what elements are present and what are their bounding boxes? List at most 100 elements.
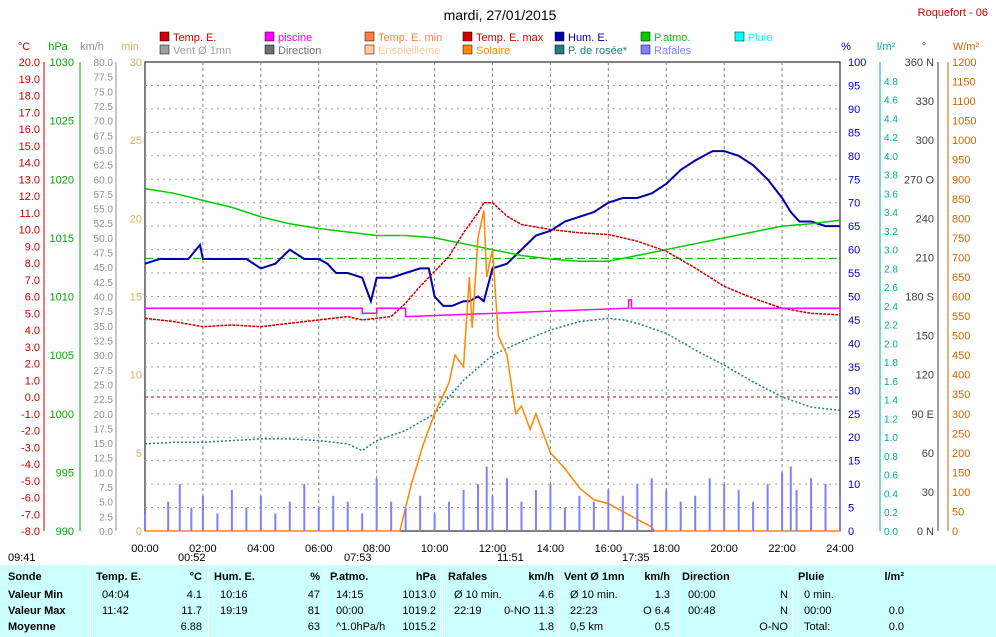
axis-tick-rain: 0.2 (884, 508, 898, 519)
column-head: Pluie (798, 571, 825, 583)
axis-tick-dir: 0 N (917, 526, 934, 538)
table-column: Vent Ø 1mn km/h Ø 10 min. 1.3 22:23 O 6.4 0,5 … (560, 565, 676, 637)
axis-tick-solar: 850 (952, 194, 970, 206)
sunset-label: 17:35 (622, 552, 650, 564)
axis-tick-dir: 90 E (911, 409, 934, 421)
axis-tick-solar: 500 (952, 331, 970, 343)
axis-tick-dir: 360 N (905, 57, 934, 69)
axis-tick-rain: 0.8 (884, 452, 898, 463)
axis-tick-temp: 0.0 (25, 392, 40, 404)
legend-label: Ensoleilleme (378, 45, 440, 57)
max-time: 00:00 (336, 605, 364, 617)
axis-tick-rain: 1.0 (884, 433, 898, 444)
axis-tick-wind: 60.0 (94, 175, 114, 186)
x-tick-label: 08:00 (363, 543, 391, 555)
x-tick-label: 16:00 (595, 543, 623, 555)
axis-tick-hum: 30 (848, 385, 860, 397)
axis-tick-pressure: 1030 (50, 57, 74, 69)
axis-tick-solar: 1000 (952, 135, 976, 147)
min-value: N (780, 589, 788, 601)
min-value: 47 (307, 589, 320, 601)
x-tick-label: 22:00 (768, 543, 796, 555)
axis-tick-wind: 32.5 (94, 336, 114, 347)
legend-label: Vent Ø 1mn (173, 45, 231, 57)
axis-tick-solar: 300 (952, 409, 970, 421)
axis-unit-dir: ° (922, 41, 926, 53)
max-value: O 6.4 (643, 605, 670, 617)
axis-tick-wind: 10.0 (94, 468, 114, 479)
axis-tick-rain: 4.2 (884, 133, 898, 144)
axis-unit-solar: W/m² (953, 41, 980, 53)
axis-tick-rain: 3.6 (884, 189, 898, 200)
axis-tick-solar: 150 (952, 467, 970, 479)
axis-tick-solar: 200 (952, 448, 970, 460)
axis-tick-pressure: 1000 (50, 409, 74, 421)
axis-tick-dir: 120 (916, 370, 934, 382)
axis-tick-wind: 55.0 (94, 205, 114, 216)
table-column: P.atmo. hPa 14:15 1013.0 00:00 1019.2 ^1.0hPa/… (326, 565, 442, 637)
station-name: Roquefort - 06 (918, 7, 988, 19)
min-value: 4.1 (186, 589, 202, 601)
axis-tick-wind: 72.5 (94, 102, 114, 113)
axis-unit-temp: °C (18, 41, 30, 53)
avg-value: 6.88 (180, 621, 202, 633)
avg-value: 1015.2 (402, 621, 436, 633)
column-separator (558, 565, 559, 637)
axis-tick-wind: 67.5 (94, 131, 114, 142)
axis-tick-hum: 15 (848, 456, 860, 468)
axis-tick-rain: 2.6 (884, 283, 898, 294)
axis-tick-temp: -1.0 (21, 409, 40, 421)
x-tick-label: 20:00 (710, 543, 738, 555)
axis-tick-wind: 45.0 (94, 263, 114, 274)
column-head: Hum. E. (214, 571, 255, 583)
axis-tick-hum: 90 (848, 104, 860, 116)
axis-tick-hum: 65 (848, 221, 860, 233)
axis-tick-pressure: 1025 (50, 116, 74, 128)
axis-tick-solar: 950 (952, 155, 970, 167)
legend-label: Hum. E. (568, 32, 608, 44)
axis-tick-temp: 16.0 (19, 124, 40, 136)
sunrise-label: 07:53 (344, 552, 372, 564)
axis-tick-wind: 0.0 (99, 527, 113, 538)
x-tick-label: 14:00 (537, 543, 565, 555)
axis-tick-dir: 30 (922, 487, 934, 499)
chart-title: mardi, 27/01/2015 (444, 7, 557, 23)
axis-tick-wind: 15.0 (94, 439, 114, 450)
axis-tick-wind: 62.5 (94, 161, 114, 172)
axis-tick-rain: 1.4 (884, 396, 898, 407)
column-unit: hPa (415, 571, 436, 583)
axis-tick-temp: 2.0 (25, 359, 40, 371)
axis-tick-solar: 550 (952, 311, 970, 323)
axis-tick-hum: 55 (848, 268, 860, 280)
axis-tick-solar: 250 (952, 428, 970, 440)
axis-tick-temp: 6.0 (25, 292, 40, 304)
max-value: 81 (307, 605, 320, 617)
legend-label: Pluie (748, 32, 772, 44)
axis-tick-rain: 2.4 (884, 302, 898, 313)
column-head: P.atmo. (330, 571, 369, 583)
axis-tick-wind: 50.0 (94, 234, 114, 245)
axis-tick-rain: 0.4 (884, 489, 898, 500)
column-head: Temp. E. (96, 571, 142, 583)
axis-tick-temp: 15.0 (19, 141, 40, 153)
axis-tick-hum: 40 (848, 338, 860, 350)
legend-swatch (640, 44, 651, 55)
sun-events: 09:41 00:52 07:53 11:51 17:35 (8, 552, 650, 564)
axis-unit-hum: % (841, 41, 851, 53)
axis-tick-hum: 50 (848, 292, 860, 304)
max-value: 1019.2 (402, 605, 436, 617)
series-solaire (145, 210, 840, 532)
avg-value: O-NO (759, 621, 788, 633)
column-head: Rafales (448, 571, 488, 583)
axis-tick-rain: 4.6 (884, 96, 898, 107)
min-value: 1013.0 (402, 589, 436, 601)
column-separator (90, 565, 91, 637)
legend-label: Temp. E. min (378, 32, 442, 44)
axis-tick-solar: 400 (952, 370, 970, 382)
axis-tick-temp: -8.0 (21, 526, 40, 538)
axis-tick-hum: 85 (848, 127, 860, 139)
axis-tick-dir: 180 S (905, 292, 934, 304)
axis-tick-hum: 60 (848, 245, 860, 257)
x-tick-label: 00:00 (131, 543, 159, 555)
axis-tick-rain: 4.0 (884, 152, 898, 163)
